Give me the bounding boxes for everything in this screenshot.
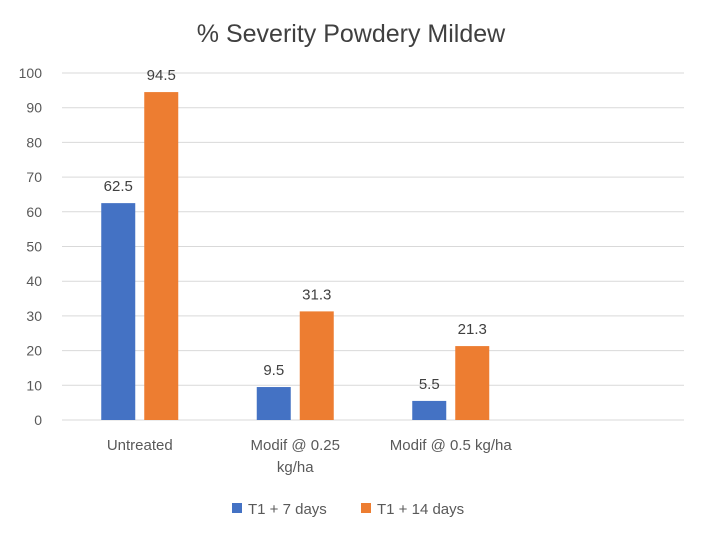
y-tick-label: 10 <box>26 377 42 393</box>
data-label: 94.5 <box>147 67 176 84</box>
y-axis: 0 10 20 30 40 50 60 70 80 90 100 <box>19 65 43 428</box>
y-tick-label: 60 <box>26 204 42 220</box>
x-axis: Untreated Modif @ 0.25 kg/ha Modif @ 0.5 kg… <box>107 437 513 476</box>
x-category-label: kg/ha <box>277 459 314 476</box>
data-label: 5.5 <box>419 376 440 393</box>
legend-label: T1 + 7 days <box>248 501 327 518</box>
data-label: 21.3 <box>458 321 487 338</box>
data-label: 31.3 <box>302 286 331 303</box>
y-tick-label: 30 <box>26 308 42 324</box>
y-tick-label: 70 <box>26 169 42 185</box>
data-label: 9.5 <box>263 362 284 379</box>
y-tick-label: 40 <box>26 273 42 289</box>
data-label: 62.5 <box>104 178 133 195</box>
chart-title: % Severity Powdery Mildew <box>197 20 506 48</box>
bar-t1-14-days <box>299 311 334 420</box>
bar-t1-7-days <box>256 387 291 420</box>
y-tick-label: 20 <box>26 343 42 359</box>
y-tick-label: 80 <box>26 134 42 150</box>
bar-t1-14-days <box>144 92 179 421</box>
y-tick-label: 100 <box>19 65 43 81</box>
x-category-label: Modif @ 0.5 kg/ha <box>390 437 513 454</box>
y-tick-label: 90 <box>26 100 42 116</box>
y-tick-label: 50 <box>26 239 42 255</box>
legend-swatch <box>361 503 371 513</box>
bars <box>101 92 490 421</box>
legend: T1 + 7 days T1 + 14 days <box>232 501 464 518</box>
bar-t1-7-days <box>412 400 447 420</box>
bar-t1-7-days <box>101 203 136 420</box>
legend-label: T1 + 14 days <box>377 501 464 518</box>
bar-t1-14-days <box>455 346 490 420</box>
x-category-label: Untreated <box>107 437 173 454</box>
x-category-label: Modif @ 0.25 <box>251 437 340 454</box>
data-labels: 62.5 94.5 9.5 31.3 5.5 21.3 <box>104 67 487 393</box>
y-tick-label: 0 <box>34 412 42 428</box>
legend-swatch <box>232 503 242 513</box>
